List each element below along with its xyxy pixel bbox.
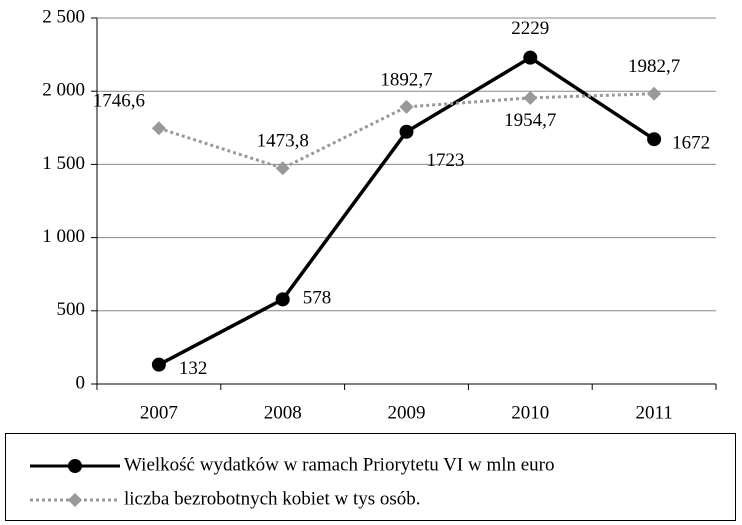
legend-marker (68, 493, 82, 507)
data-label: 132 (179, 358, 208, 379)
point (275, 161, 290, 176)
data-label: 2229 (511, 18, 549, 39)
legend-box (5, 433, 736, 521)
data-label: 1723 (427, 150, 465, 171)
data-label: 1892,7 (380, 69, 432, 90)
y-tick-label: 1 500 (42, 153, 85, 174)
data-label: 578 (303, 288, 332, 309)
data-label: 1746,6 (93, 91, 145, 112)
point (275, 292, 290, 307)
y-tick-label: 2 000 (42, 80, 85, 101)
x-tick-label: 2007 (140, 402, 178, 423)
x-tick-label: 2011 (635, 402, 672, 423)
y-tick-label: 500 (57, 299, 86, 320)
data-label: 1982,7 (628, 56, 680, 77)
x-tick-label: 2010 (511, 402, 549, 423)
x-tick-label: 2008 (264, 402, 302, 423)
point (523, 90, 538, 105)
y-tick-label: 2 500 (42, 6, 85, 27)
series-line (158, 92, 655, 170)
point (151, 121, 166, 136)
y-tick-label: 0 (76, 372, 86, 393)
legend-label: Wielkość wydatków w ramach Priorytetu VI… (124, 454, 555, 475)
data-label: 1672 (672, 133, 710, 154)
data-label: 1473,8 (257, 131, 309, 152)
point (647, 132, 662, 147)
y-tick-label: 1 000 (42, 226, 85, 247)
point (151, 357, 166, 372)
legend-marker (68, 459, 82, 473)
data-label: 1954,7 (504, 110, 556, 131)
point (399, 99, 414, 114)
legend-label: liczba bezrobotnych kobiet w tys osób. (124, 488, 421, 509)
point (523, 50, 538, 65)
point (647, 86, 662, 101)
point (399, 124, 414, 139)
x-tick-label: 2009 (388, 402, 426, 423)
